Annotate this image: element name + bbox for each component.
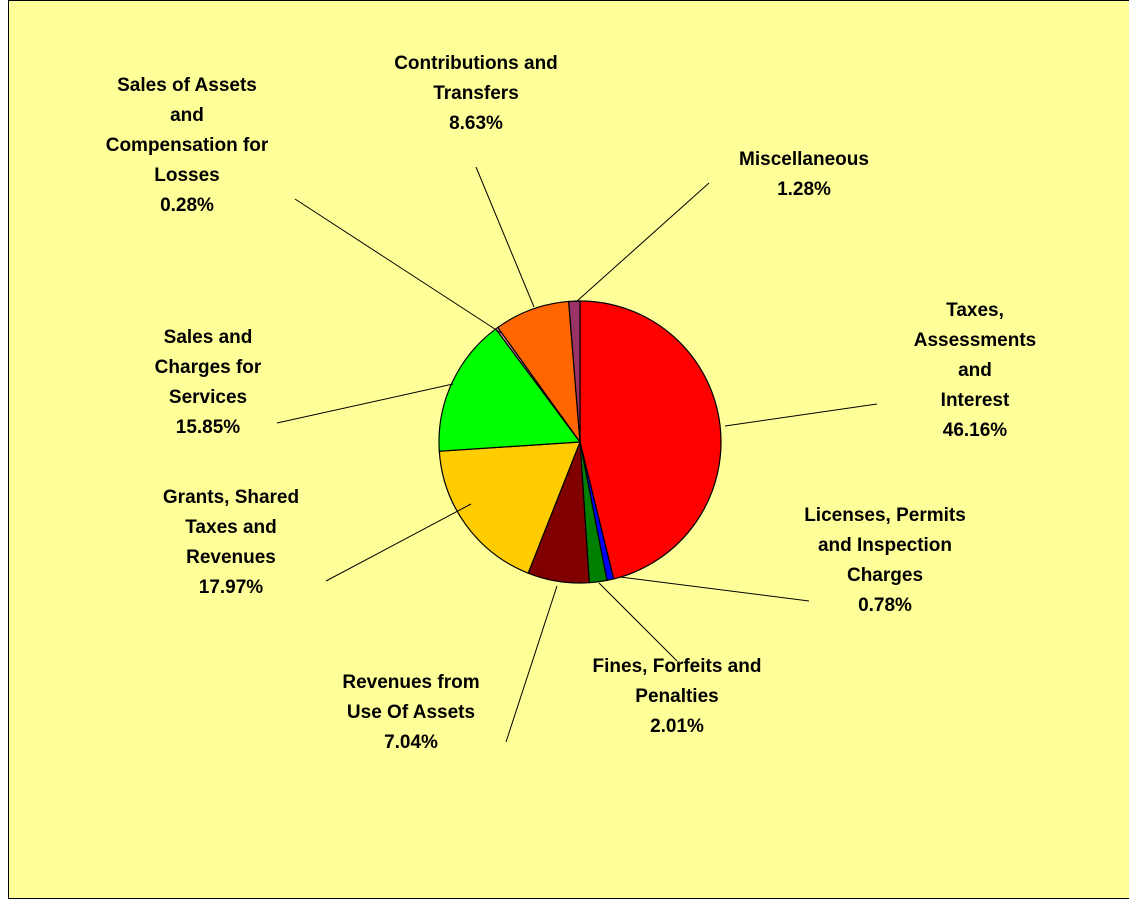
slice-name-label: Contributions and	[394, 53, 558, 74]
slice-percent-label: 46.16%	[943, 420, 1008, 441]
slice-name-label: Sales of Assets	[117, 75, 257, 96]
slice-name-label: Compensation for	[106, 135, 269, 156]
slice-percent-label: 15.85%	[176, 417, 241, 438]
leader-line	[575, 182, 710, 303]
slice-label: Sales of Assets and Compensation for Losses…	[106, 75, 269, 216]
slice-name-label: Charges	[847, 565, 923, 586]
slice-name-label: Interest	[941, 390, 1010, 411]
slice-percent-label: 0.78%	[858, 595, 912, 616]
pie-slice	[438, 328, 582, 452]
leader-line	[598, 582, 678, 662]
chart-area: Taxes, Assessments and Interest 46.16% Licens…	[8, 0, 1129, 899]
slice-percent-label: 7.04%	[384, 732, 438, 753]
leader-line	[325, 503, 472, 582]
slice-label: Sales and Charges for Services 15.85%	[155, 327, 262, 438]
leader-line	[276, 383, 454, 424]
slice-name-label: Transfers	[433, 83, 519, 104]
leader-line	[724, 403, 878, 427]
slice-percent-label: 17.97%	[199, 577, 264, 598]
pie-slice	[568, 300, 581, 443]
slice-name-label: Assessments	[914, 330, 1037, 351]
leader-line	[619, 576, 810, 602]
slice-name-label: Fines, Forfeits and	[593, 656, 762, 677]
slice-name-label: and	[170, 105, 204, 126]
slice-label: Contributions and Transfers 8.63%	[394, 53, 558, 134]
leader-line	[505, 585, 558, 743]
slice-percent-label: 0.28%	[160, 195, 214, 216]
slice-name-label: Licenses, Permits	[804, 505, 966, 526]
pie-slice	[579, 300, 722, 580]
slice-name-label: Taxes and	[185, 517, 277, 538]
pie-slice	[438, 441, 581, 574]
slice-name-label: Revenues	[186, 547, 276, 568]
slice-name-label: Services	[169, 387, 247, 408]
slice-label: Licenses, Permits and Inspection Charges 0.…	[804, 505, 966, 616]
slice-label: Grants, Shared Taxes and Revenues 17.97%	[163, 487, 299, 598]
slice-label: Fines, Forfeits and Penalties 2.01%	[593, 656, 762, 737]
pie-chart: Taxes, Assessments and Interest 46.16% Licens…	[106, 53, 1037, 753]
slice-label: Miscellaneous 1.28%	[739, 149, 869, 200]
slice-name-label: Revenues from	[342, 672, 479, 693]
slice-name-label: Grants, Shared	[163, 487, 299, 508]
slice-name-label: and	[958, 360, 992, 381]
slice-percent-label: 2.01%	[650, 716, 704, 737]
slice-name-label: and Inspection	[818, 535, 952, 556]
slice-name-label: Use Of Assets	[347, 702, 475, 723]
slice-name-label: Penalties	[635, 686, 718, 707]
slice-name-label: Losses	[154, 165, 219, 186]
slice-name-label: Charges for	[155, 357, 262, 378]
slice-label: Revenues from Use Of Assets 7.04%	[342, 672, 479, 753]
leader-line	[475, 166, 535, 308]
slice-percent-label: 1.28%	[777, 179, 831, 200]
slice-name-label: Sales and	[164, 327, 253, 348]
slice-percent-label: 8.63%	[449, 113, 503, 134]
slice-name-label: Taxes,	[946, 300, 1004, 321]
leader-line	[294, 198, 502, 334]
slice-name-label: Miscellaneous	[739, 149, 869, 170]
slice-label: Taxes, Assessments and Interest 46.16%	[914, 300, 1037, 441]
